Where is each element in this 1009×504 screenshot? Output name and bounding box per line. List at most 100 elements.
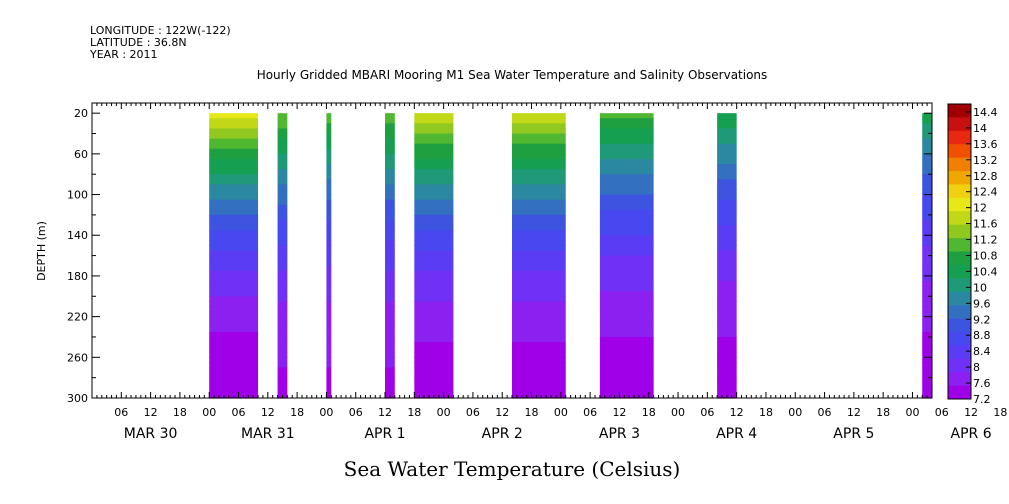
x-axis-label: Sea Water Temperature (Celsius) (344, 457, 681, 481)
data-cell (717, 250, 737, 257)
x-day-label: APR 6 (951, 426, 992, 442)
data-cell (277, 260, 288, 267)
data-cell (385, 352, 395, 358)
data-cell (922, 184, 932, 191)
data-cell (512, 169, 566, 175)
colorbar-label: 8.8 (973, 329, 991, 342)
colorbar-swatch (948, 171, 971, 185)
data-cell (599, 194, 654, 201)
data-cell (326, 270, 332, 277)
data-cell (599, 255, 654, 262)
data-cell (277, 143, 288, 150)
data-cell (209, 225, 259, 231)
data-cell (717, 260, 737, 267)
data-cell (922, 306, 932, 313)
data-cell (385, 255, 395, 262)
latitude-label: LATITUDE : 36.8N (90, 36, 187, 49)
data-cell (277, 250, 288, 257)
x-hour-label: 18 (290, 406, 304, 419)
data-cell (599, 240, 654, 247)
data-cell (922, 158, 932, 165)
data-cell (209, 372, 259, 379)
data-cell (326, 336, 332, 343)
data-cell (414, 113, 454, 119)
data-cell (277, 311, 288, 318)
data-block (599, 113, 654, 399)
data-cell (385, 250, 395, 257)
data-cell (277, 347, 288, 353)
data-cell (717, 230, 737, 236)
data-cell (385, 128, 395, 135)
data-cell (385, 214, 395, 221)
data-cell (385, 362, 395, 369)
data-cell (717, 189, 737, 196)
x-hour-label: 00 (319, 406, 333, 419)
data-cell (717, 347, 737, 353)
colorbar-label: 13.6 (973, 138, 998, 151)
x-hour-label: 18 (876, 406, 890, 419)
data-cell (512, 362, 566, 369)
data-cell (599, 219, 654, 226)
data-cell (277, 306, 288, 313)
x-day-label: APR 4 (716, 426, 757, 442)
data-cell (326, 148, 332, 155)
data-cell (922, 230, 932, 236)
data-cell (922, 123, 932, 130)
data-cell (385, 184, 395, 191)
data-cell (326, 133, 332, 140)
data-cell (717, 123, 737, 130)
data-cell (922, 225, 932, 231)
data-cell (512, 265, 566, 272)
data-cell (209, 230, 259, 236)
data-cell (512, 219, 566, 226)
data-cell (512, 270, 566, 277)
data-cell (512, 342, 566, 348)
data-cell (277, 184, 288, 191)
data-cell (209, 189, 259, 196)
y-tick-label: 300 (67, 392, 88, 405)
data-cell (209, 286, 259, 292)
data-cell (209, 123, 259, 130)
data-cell (599, 382, 654, 389)
data-cell (277, 138, 288, 145)
data-cell (512, 321, 566, 328)
data-cell (922, 286, 932, 292)
data-cell (326, 204, 332, 211)
data-cell (922, 265, 932, 272)
colorbar-swatch (948, 238, 971, 252)
data-cell (326, 316, 332, 323)
data-cell (599, 250, 654, 257)
data-cell (512, 326, 566, 333)
data-cell (512, 240, 566, 247)
data-cell (599, 387, 654, 394)
y-tick-label: 220 (67, 311, 88, 324)
x-hour-label: 00 (905, 406, 919, 419)
data-cell (922, 250, 932, 257)
x-hour-label: 06 (583, 406, 597, 419)
data-cell (717, 225, 737, 231)
data-cell (385, 245, 395, 252)
data-cell (209, 336, 259, 343)
data-cell (717, 270, 737, 277)
data-cell (512, 311, 566, 318)
data-cell (922, 291, 932, 297)
data-cell (209, 326, 259, 333)
data-cell (414, 342, 454, 348)
data-cell (326, 306, 332, 313)
data-cell (512, 235, 566, 241)
data-cell (922, 209, 932, 216)
data-cell (209, 219, 259, 226)
data-cell (922, 128, 932, 135)
data-cell (326, 352, 332, 358)
data-cell (922, 296, 932, 302)
data-cell (277, 189, 288, 196)
data-cell (326, 357, 332, 363)
data-cell (414, 118, 454, 124)
data-cell (385, 143, 395, 150)
data-cell (326, 281, 332, 287)
x-hour-label: 06 (818, 406, 832, 419)
data-cell (385, 169, 395, 175)
data-cell (512, 301, 566, 308)
data-cell (717, 357, 737, 363)
data-cell (599, 138, 654, 145)
